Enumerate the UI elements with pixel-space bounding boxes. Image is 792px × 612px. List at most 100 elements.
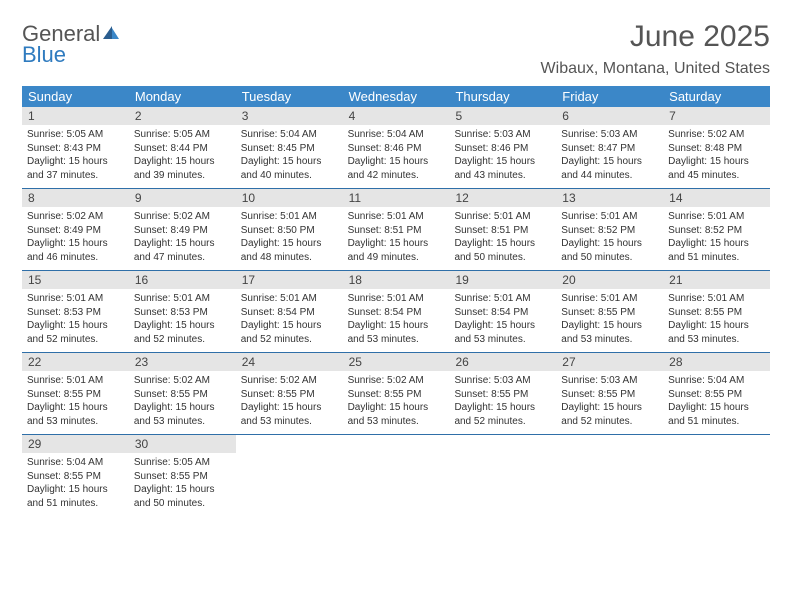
sunset-text: Sunset: 8:54 PM xyxy=(454,306,551,320)
calendar-day-cell: 27Sunrise: 5:03 AMSunset: 8:55 PMDayligh… xyxy=(556,353,663,434)
sunrise-text: Sunrise: 5:01 AM xyxy=(668,292,765,306)
day-details: Sunrise: 5:02 AMSunset: 8:55 PMDaylight:… xyxy=(129,371,236,428)
sunrise-text: Sunrise: 5:01 AM xyxy=(134,292,231,306)
sunrise-text: Sunrise: 5:02 AM xyxy=(134,374,231,388)
day-number: 30 xyxy=(129,435,236,453)
sunrise-text: Sunrise: 5:02 AM xyxy=(134,210,231,224)
calendar-day-cell: 2Sunrise: 5:05 AMSunset: 8:44 PMDaylight… xyxy=(129,107,236,188)
daylight-text: Daylight: 15 hours and 45 minutes. xyxy=(668,155,765,182)
daylight-text: Daylight: 15 hours and 46 minutes. xyxy=(27,237,124,264)
calendar-day-cell: 20Sunrise: 5:01 AMSunset: 8:55 PMDayligh… xyxy=(556,271,663,352)
calendar-day-cell: 9Sunrise: 5:02 AMSunset: 8:49 PMDaylight… xyxy=(129,189,236,270)
brand-logo: General Blue xyxy=(22,20,120,66)
day-details: Sunrise: 5:01 AMSunset: 8:51 PMDaylight:… xyxy=(449,207,556,264)
daylight-text: Daylight: 15 hours and 37 minutes. xyxy=(27,155,124,182)
day-details: Sunrise: 5:03 AMSunset: 8:55 PMDaylight:… xyxy=(449,371,556,428)
day-number: 21 xyxy=(663,271,770,289)
daylight-text: Daylight: 15 hours and 51 minutes. xyxy=(668,401,765,428)
calendar-week-row: 29Sunrise: 5:04 AMSunset: 8:55 PMDayligh… xyxy=(22,435,770,516)
day-details: Sunrise: 5:01 AMSunset: 8:55 PMDaylight:… xyxy=(663,289,770,346)
calendar-day-cell xyxy=(236,435,343,516)
day-details: Sunrise: 5:03 AMSunset: 8:55 PMDaylight:… xyxy=(556,371,663,428)
daylight-text: Daylight: 15 hours and 51 minutes. xyxy=(668,237,765,264)
daylight-text: Daylight: 15 hours and 40 minutes. xyxy=(241,155,338,182)
weekday-monday: Monday xyxy=(129,86,236,107)
day-details: Sunrise: 5:01 AMSunset: 8:55 PMDaylight:… xyxy=(22,371,129,428)
weekday-thursday: Thursday xyxy=(449,86,556,107)
weekday-header-row: Sunday Monday Tuesday Wednesday Thursday… xyxy=(22,86,770,107)
day-number: 17 xyxy=(236,271,343,289)
day-details: Sunrise: 5:04 AMSunset: 8:55 PMDaylight:… xyxy=(22,453,129,510)
day-number: 28 xyxy=(663,353,770,371)
calendar-day-cell: 3 Sunrise: 5:04 AMSunset: 8:45 PMDaylight… xyxy=(236,107,343,188)
sunset-text: Sunset: 8:45 PM xyxy=(241,142,338,156)
calendar-day-cell: 29Sunrise: 5:04 AMSunset: 8:55 PMDayligh… xyxy=(22,435,129,516)
daylight-text: Daylight: 15 hours and 53 minutes. xyxy=(27,401,124,428)
calendar-day-cell: 1Sunrise: 5:05 AMSunset: 8:43 PMDaylight… xyxy=(22,107,129,188)
day-number: 3 xyxy=(236,107,343,125)
sunset-text: Sunset: 8:51 PM xyxy=(454,224,551,238)
day-number: 13 xyxy=(556,189,663,207)
daylight-text: Daylight: 15 hours and 49 minutes. xyxy=(348,237,445,264)
day-number: 7 xyxy=(663,107,770,125)
day-details: Sunrise: 5:03 AMSunset: 8:46 PMDaylight:… xyxy=(449,125,556,182)
day-number: 6 xyxy=(556,107,663,125)
daylight-text: Daylight: 15 hours and 39 minutes. xyxy=(134,155,231,182)
day-number: 18 xyxy=(343,271,450,289)
daylight-text: Daylight: 15 hours and 53 minutes. xyxy=(241,401,338,428)
calendar-day-cell: 26Sunrise: 5:03 AMSunset: 8:55 PMDayligh… xyxy=(449,353,556,434)
sunrise-text: Sunrise: 5:01 AM xyxy=(561,292,658,306)
calendar-day-cell: 4Sunrise: 5:04 AMSunset: 8:46 PMDaylight… xyxy=(343,107,450,188)
sunrise-text: Sunrise: 5:01 AM xyxy=(27,292,124,306)
day-details: Sunrise: 5:01 AMSunset: 8:53 PMDaylight:… xyxy=(22,289,129,346)
daylight-text: Daylight: 15 hours and 51 minutes. xyxy=(27,483,124,510)
day-details: Sunrise: 5:04 AMSunset: 8:55 PMDaylight:… xyxy=(663,371,770,428)
day-number: 15 xyxy=(22,271,129,289)
day-details: Sunrise: 5:05 AMSunset: 8:43 PMDaylight:… xyxy=(22,125,129,182)
sunset-text: Sunset: 8:44 PM xyxy=(134,142,231,156)
sunset-text: Sunset: 8:51 PM xyxy=(348,224,445,238)
daylight-text: Daylight: 15 hours and 47 minutes. xyxy=(134,237,231,264)
sunset-text: Sunset: 8:55 PM xyxy=(241,388,338,402)
calendar-day-cell: 28Sunrise: 5:04 AMSunset: 8:55 PMDayligh… xyxy=(663,353,770,434)
sunrise-text: Sunrise: 5:02 AM xyxy=(348,374,445,388)
day-details: Sunrise: 5:02 AMSunset: 8:55 PMDaylight:… xyxy=(236,371,343,428)
day-details: Sunrise: 5:01 AMSunset: 8:54 PMDaylight:… xyxy=(449,289,556,346)
day-details: Sunrise: 5:02 AMSunset: 8:49 PMDaylight:… xyxy=(22,207,129,264)
sunrise-text: Sunrise: 5:03 AM xyxy=(561,128,658,142)
calendar-day-cell: 22Sunrise: 5:01 AMSunset: 8:55 PMDayligh… xyxy=(22,353,129,434)
sunrise-text: Sunrise: 5:04 AM xyxy=(668,374,765,388)
calendar-day-cell: 21Sunrise: 5:01 AMSunset: 8:55 PMDayligh… xyxy=(663,271,770,352)
daylight-text: Daylight: 15 hours and 53 minutes. xyxy=(348,319,445,346)
weekday-friday: Friday xyxy=(556,86,663,107)
sunrise-text: Sunrise: 5:04 AM xyxy=(241,128,338,142)
sunrise-text: Sunrise: 5:05 AM xyxy=(27,128,124,142)
calendar-day-cell: 24Sunrise: 5:02 AMSunset: 8:55 PMDayligh… xyxy=(236,353,343,434)
calendar-day-cell xyxy=(449,435,556,516)
calendar-day-cell: 14Sunrise: 5:01 AMSunset: 8:52 PMDayligh… xyxy=(663,189,770,270)
calendar-grid: Sunday Monday Tuesday Wednesday Thursday… xyxy=(22,86,770,516)
calendar-week-row: 15Sunrise: 5:01 AMSunset: 8:53 PMDayligh… xyxy=(22,271,770,353)
calendar-day-cell: 19Sunrise: 5:01 AMSunset: 8:54 PMDayligh… xyxy=(449,271,556,352)
daylight-text: Daylight: 15 hours and 53 minutes. xyxy=(134,401,231,428)
calendar-day-cell: 16Sunrise: 5:01 AMSunset: 8:53 PMDayligh… xyxy=(129,271,236,352)
sunset-text: Sunset: 8:53 PM xyxy=(27,306,124,320)
sunset-text: Sunset: 8:50 PM xyxy=(241,224,338,238)
day-details: Sunrise: 5:05 AMSunset: 8:55 PMDaylight:… xyxy=(129,453,236,510)
calendar-day-cell: 17Sunrise: 5:01 AMSunset: 8:54 PMDayligh… xyxy=(236,271,343,352)
daylight-text: Daylight: 15 hours and 44 minutes. xyxy=(561,155,658,182)
sunset-text: Sunset: 8:46 PM xyxy=(454,142,551,156)
sunset-text: Sunset: 8:46 PM xyxy=(348,142,445,156)
day-number: 9 xyxy=(129,189,236,207)
sunrise-text: Sunrise: 5:03 AM xyxy=(454,374,551,388)
calendar-day-cell: 30Sunrise: 5:05 AMSunset: 8:55 PMDayligh… xyxy=(129,435,236,516)
daylight-text: Daylight: 15 hours and 52 minutes. xyxy=(241,319,338,346)
day-number: 11 xyxy=(343,189,450,207)
day-details: Sunrise: 5:01 AMSunset: 8:50 PMDaylight:… xyxy=(236,207,343,264)
day-details: Sunrise: 5:01 AMSunset: 8:54 PMDaylight:… xyxy=(343,289,450,346)
sunrise-text: Sunrise: 5:01 AM xyxy=(668,210,765,224)
sunset-text: Sunset: 8:43 PM xyxy=(27,142,124,156)
daylight-text: Daylight: 15 hours and 50 minutes. xyxy=(134,483,231,510)
sunset-text: Sunset: 8:54 PM xyxy=(348,306,445,320)
day-details: Sunrise: 5:01 AMSunset: 8:53 PMDaylight:… xyxy=(129,289,236,346)
